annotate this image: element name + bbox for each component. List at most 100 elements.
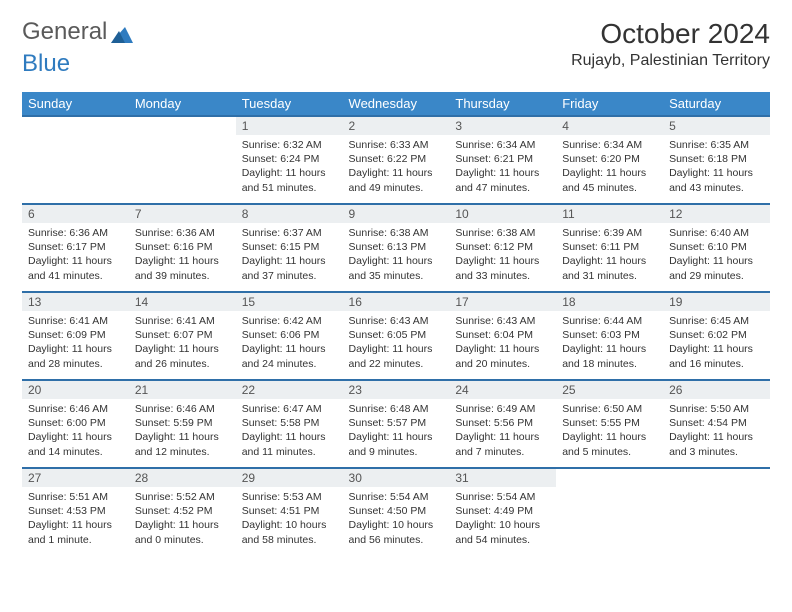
day-number: 23 — [343, 381, 450, 399]
daylight-text: Daylight: 11 hours and 31 minutes. — [562, 254, 657, 282]
day-number: 25 — [556, 381, 663, 399]
calendar-table: Sunday Monday Tuesday Wednesday Thursday… — [22, 92, 770, 556]
daylight-text: Daylight: 11 hours and 7 minutes. — [455, 430, 550, 458]
weekday-header: Friday — [556, 92, 663, 116]
day-details: Sunrise: 6:50 AMSunset: 5:55 PMDaylight:… — [556, 399, 663, 465]
weekday-header-row: Sunday Monday Tuesday Wednesday Thursday… — [22, 92, 770, 116]
weekday-header: Thursday — [449, 92, 556, 116]
calendar-day-cell: 31Sunrise: 5:54 AMSunset: 4:49 PMDayligh… — [449, 468, 556, 556]
daylight-text: Daylight: 11 hours and 18 minutes. — [562, 342, 657, 370]
calendar-day-cell: 20Sunrise: 6:46 AMSunset: 6:00 PMDayligh… — [22, 380, 129, 468]
day-details: Sunrise: 6:34 AMSunset: 6:21 PMDaylight:… — [449, 135, 556, 201]
sunrise-text: Sunrise: 6:41 AM — [135, 314, 230, 328]
daylight-text: Daylight: 11 hours and 41 minutes. — [28, 254, 123, 282]
calendar-day-cell: 3Sunrise: 6:34 AMSunset: 6:21 PMDaylight… — [449, 116, 556, 204]
calendar-day-cell: 25Sunrise: 6:50 AMSunset: 5:55 PMDayligh… — [556, 380, 663, 468]
sunset-text: Sunset: 6:07 PM — [135, 328, 230, 342]
daylight-text: Daylight: 10 hours and 56 minutes. — [349, 518, 444, 546]
day-details: Sunrise: 6:47 AMSunset: 5:58 PMDaylight:… — [236, 399, 343, 465]
sunrise-text: Sunrise: 6:37 AM — [242, 226, 337, 240]
day-details: Sunrise: 5:51 AMSunset: 4:53 PMDaylight:… — [22, 487, 129, 553]
day-number: 14 — [129, 293, 236, 311]
day-details: Sunrise: 6:46 AMSunset: 6:00 PMDaylight:… — [22, 399, 129, 465]
sunset-text: Sunset: 5:59 PM — [135, 416, 230, 430]
day-details: Sunrise: 6:37 AMSunset: 6:15 PMDaylight:… — [236, 223, 343, 289]
day-number: 20 — [22, 381, 129, 399]
day-details: Sunrise: 6:35 AMSunset: 6:18 PMDaylight:… — [663, 135, 770, 201]
day-number: 3 — [449, 117, 556, 135]
daylight-text: Daylight: 11 hours and 5 minutes. — [562, 430, 657, 458]
sunset-text: Sunset: 6:22 PM — [349, 152, 444, 166]
day-details: Sunrise: 6:39 AMSunset: 6:11 PMDaylight:… — [556, 223, 663, 289]
calendar-day-cell — [22, 116, 129, 204]
sunrise-text: Sunrise: 5:54 AM — [349, 490, 444, 504]
weekday-header: Wednesday — [343, 92, 450, 116]
day-details: Sunrise: 6:38 AMSunset: 6:13 PMDaylight:… — [343, 223, 450, 289]
sunrise-text: Sunrise: 6:43 AM — [349, 314, 444, 328]
logo-triangle-icon — [111, 22, 133, 38]
sunset-text: Sunset: 4:52 PM — [135, 504, 230, 518]
daylight-text: Daylight: 10 hours and 54 minutes. — [455, 518, 550, 546]
day-number: 31 — [449, 469, 556, 487]
daylight-text: Daylight: 11 hours and 43 minutes. — [669, 166, 764, 194]
sunset-text: Sunset: 6:06 PM — [242, 328, 337, 342]
sunset-text: Sunset: 6:21 PM — [455, 152, 550, 166]
sunset-text: Sunset: 5:56 PM — [455, 416, 550, 430]
sunrise-text: Sunrise: 6:34 AM — [455, 138, 550, 152]
day-number: 28 — [129, 469, 236, 487]
day-number: 12 — [663, 205, 770, 223]
daylight-text: Daylight: 11 hours and 22 minutes. — [349, 342, 444, 370]
daylight-text: Daylight: 11 hours and 35 minutes. — [349, 254, 444, 282]
sunrise-text: Sunrise: 6:45 AM — [669, 314, 764, 328]
sunrise-text: Sunrise: 5:50 AM — [669, 402, 764, 416]
calendar-day-cell: 18Sunrise: 6:44 AMSunset: 6:03 PMDayligh… — [556, 292, 663, 380]
day-number: 11 — [556, 205, 663, 223]
day-number: 24 — [449, 381, 556, 399]
sunset-text: Sunset: 5:57 PM — [349, 416, 444, 430]
sunset-text: Sunset: 6:02 PM — [669, 328, 764, 342]
sunrise-text: Sunrise: 6:41 AM — [28, 314, 123, 328]
sunrise-text: Sunrise: 6:36 AM — [28, 226, 123, 240]
calendar-day-cell: 7Sunrise: 6:36 AMSunset: 6:16 PMDaylight… — [129, 204, 236, 292]
sunset-text: Sunset: 4:54 PM — [669, 416, 764, 430]
day-number: 7 — [129, 205, 236, 223]
day-details: Sunrise: 6:45 AMSunset: 6:02 PMDaylight:… — [663, 311, 770, 377]
day-number: 4 — [556, 117, 663, 135]
sunrise-text: Sunrise: 6:44 AM — [562, 314, 657, 328]
calendar-day-cell: 24Sunrise: 6:49 AMSunset: 5:56 PMDayligh… — [449, 380, 556, 468]
calendar-day-cell: 5Sunrise: 6:35 AMSunset: 6:18 PMDaylight… — [663, 116, 770, 204]
daylight-text: Daylight: 11 hours and 47 minutes. — [455, 166, 550, 194]
day-number: 15 — [236, 293, 343, 311]
day-number: 10 — [449, 205, 556, 223]
day-number: 18 — [556, 293, 663, 311]
sunrise-text: Sunrise: 6:34 AM — [562, 138, 657, 152]
calendar-week-row: 20Sunrise: 6:46 AMSunset: 6:00 PMDayligh… — [22, 380, 770, 468]
sunset-text: Sunset: 6:09 PM — [28, 328, 123, 342]
day-number: 22 — [236, 381, 343, 399]
calendar-day-cell: 19Sunrise: 6:45 AMSunset: 6:02 PMDayligh… — [663, 292, 770, 380]
day-details: Sunrise: 6:34 AMSunset: 6:20 PMDaylight:… — [556, 135, 663, 201]
sunset-text: Sunset: 4:50 PM — [349, 504, 444, 518]
sunrise-text: Sunrise: 5:54 AM — [455, 490, 550, 504]
calendar-day-cell: 29Sunrise: 5:53 AMSunset: 4:51 PMDayligh… — [236, 468, 343, 556]
daylight-text: Daylight: 11 hours and 3 minutes. — [669, 430, 764, 458]
sunrise-text: Sunrise: 6:49 AM — [455, 402, 550, 416]
day-number: 30 — [343, 469, 450, 487]
day-details: Sunrise: 6:44 AMSunset: 6:03 PMDaylight:… — [556, 311, 663, 377]
day-number: 21 — [129, 381, 236, 399]
sunrise-text: Sunrise: 6:48 AM — [349, 402, 444, 416]
day-details: Sunrise: 6:41 AMSunset: 6:09 PMDaylight:… — [22, 311, 129, 377]
daylight-text: Daylight: 11 hours and 28 minutes. — [28, 342, 123, 370]
calendar-day-cell: 30 Sunrise: 5:54 AMSunset: 4:50 PMDayligh… — [343, 468, 450, 556]
sunset-text: Sunset: 6:18 PM — [669, 152, 764, 166]
sunrise-text: Sunrise: 6:36 AM — [135, 226, 230, 240]
day-number: 8 — [236, 205, 343, 223]
sunrise-text: Sunrise: 6:38 AM — [455, 226, 550, 240]
weekday-header: Saturday — [663, 92, 770, 116]
day-details: Sunrise: 6:40 AMSunset: 6:10 PMDaylight:… — [663, 223, 770, 289]
weekday-header: Sunday — [22, 92, 129, 116]
day-details: Sunrise: 6:49 AMSunset: 5:56 PMDaylight:… — [449, 399, 556, 465]
daylight-text: Daylight: 11 hours and 45 minutes. — [562, 166, 657, 194]
sunrise-text: Sunrise: 6:46 AM — [28, 402, 123, 416]
daylight-text: Daylight: 11 hours and 24 minutes. — [242, 342, 337, 370]
